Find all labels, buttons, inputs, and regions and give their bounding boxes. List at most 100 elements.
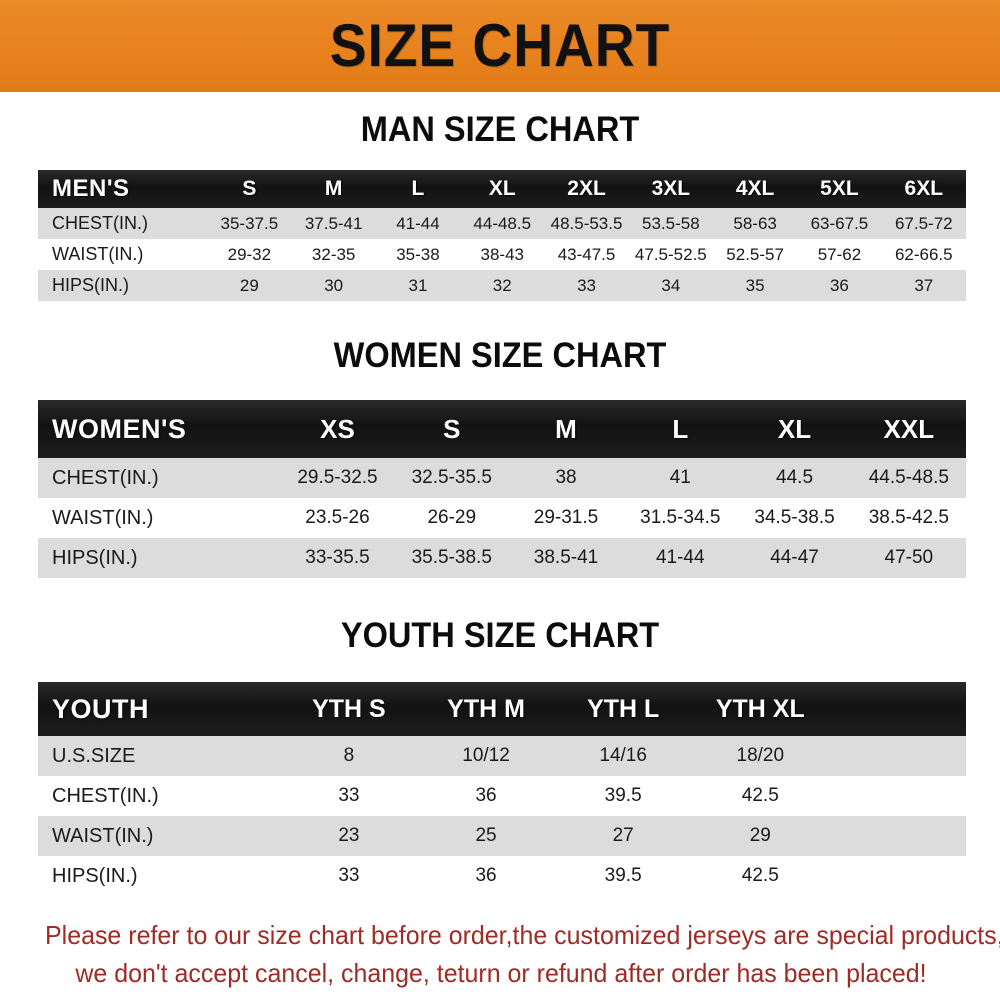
column-header-xs: XS	[320, 413, 355, 444]
measurement-cell: 33	[577, 275, 596, 295]
column-header-5xl: 5XL	[820, 177, 859, 200]
measurement-cell: 29-32	[227, 244, 272, 264]
men-size-table: MEN'S S M L XL 2XL 3XL 4XL 5XL 6XL CHEST(IN.) 35-3…	[38, 170, 966, 301]
column-header-m: M	[555, 413, 577, 444]
row-label: WAIST(IN.)	[52, 244, 144, 264]
column-header-xl: XL	[488, 177, 516, 200]
column-header-m: M	[324, 177, 343, 200]
measurement-cell: 39.5	[604, 865, 642, 886]
men-table-header: MEN'S S M L XL 2XL 3XL 4XL 5XL 6XL	[38, 170, 966, 208]
row-label: WAIST(IN.)	[52, 506, 154, 529]
measurement-cell: 34.5-38.5	[754, 507, 835, 528]
measurement-cell: 39.5	[604, 785, 642, 806]
column-header-l: L	[411, 177, 425, 200]
table-row: CHEST(IN.) 33 36 39.5 42.5	[38, 776, 966, 816]
measurement-cell: 38	[555, 467, 577, 488]
measurement-cell: 35	[745, 275, 765, 295]
measurement-cell: 37	[914, 275, 934, 295]
table-header-row: WOMEN'S XS S M L XL XXL	[38, 400, 966, 458]
column-header-4xl: 4XL	[735, 177, 775, 200]
column-header-s: S	[242, 177, 257, 200]
page-title: SIZE CHART	[329, 12, 671, 79]
row-label: U.S.SIZE	[52, 744, 136, 767]
measurement-cell: 42.5	[741, 785, 779, 806]
measurement-cell: 36	[829, 275, 849, 295]
measurement-cell: 38-43	[480, 244, 524, 264]
column-header-yth-s: YTH S	[312, 694, 386, 723]
measurement-cell	[829, 776, 966, 816]
measurement-cell: 57-62	[817, 244, 862, 264]
women-size-table: WOMEN'S XS S M L XL XXL CHEST(IN.) 29.5-32.5 32.…	[38, 400, 966, 578]
measurement-cell: 35-38	[396, 244, 440, 264]
youth-table-header: YOUTH YTH S YTH M YTH L YTH XL	[38, 682, 966, 736]
measurement-cell: 43-47.5	[557, 244, 616, 264]
measurement-cell: 48.5-53.5	[550, 213, 623, 233]
youth-section-title: YOUTH SIZE CHART	[340, 616, 660, 655]
measurement-cell: 44.5-48.5	[868, 467, 949, 488]
size-chart-banner: SIZE CHART	[0, 0, 1000, 92]
measurement-cell: 36	[475, 785, 497, 806]
table-row: HIPS(IN.) 29 30 31 32 33 34 35 36 37	[38, 270, 966, 301]
column-header-yth-m: YTH M	[447, 694, 525, 723]
youth-corner-label: YOUTH	[52, 693, 149, 724]
measurement-cell: 53.5-58	[642, 213, 700, 233]
table-row: CHEST(IN.) 35-37.5 37.5-41 41-44 44-48.5 48.5…	[38, 208, 966, 239]
table-row: HIPS(IN.) 33-35.5 35.5-38.5 38.5-41 41-44 44-…	[38, 538, 966, 578]
measurement-cell: 29	[239, 275, 259, 295]
column-header-l: L	[672, 413, 689, 444]
table-row: WAIST(IN.) 23 25 27 29	[38, 816, 966, 856]
measurement-cell: 14/16	[599, 745, 647, 766]
man-section-title: MAN SIZE CHART	[360, 110, 640, 149]
measurement-cell: 44-47	[770, 547, 819, 568]
women-corner-label: WOMEN'S	[52, 413, 187, 444]
measurement-cell: 36	[475, 865, 497, 886]
column-header-6xl: 6XL	[904, 177, 944, 200]
measurement-cell: 41-44	[655, 547, 705, 568]
measurement-cell: 29	[749, 825, 771, 846]
measurement-cell: 10/12	[462, 745, 510, 766]
order-policy-line-2: we don't accept cancel, change, teturn o…	[75, 958, 927, 988]
row-label: HIPS(IN.)	[52, 546, 138, 569]
row-label: CHEST(IN.)	[52, 466, 159, 489]
measurement-cell: 23	[338, 825, 360, 846]
measurement-cell: 26-29	[427, 507, 477, 528]
measurement-cell: 30	[324, 275, 344, 295]
measurement-cell: 32-35	[311, 244, 356, 264]
measurement-cell: 23.5-26	[305, 507, 370, 528]
table-header-row: YOUTH YTH S YTH M YTH L YTH XL	[38, 682, 966, 736]
measurement-cell: 47.5-52.5	[634, 244, 707, 264]
measurement-cell: 42.5	[741, 865, 779, 886]
measurement-cell: 18/20	[736, 745, 785, 766]
measurement-cell: 47-50	[884, 547, 934, 568]
table-header-row: MEN'S S M L XL 2XL 3XL 4XL 5XL 6XL	[38, 170, 966, 208]
table-row: CHEST(IN.) 29.5-32.5 32.5-35.5 38 41 44.5 44.5…	[38, 458, 966, 498]
youth-table-body: U.S.SIZE 8 10/12 14/16 18/20 CHEST(IN.) 33 36 39…	[38, 736, 966, 896]
table-row: WAIST(IN.) 29-32 32-35 35-38 38-43 43-47.5 47.…	[38, 239, 966, 270]
measurement-cell	[829, 736, 966, 776]
measurement-cell: 25	[475, 825, 497, 846]
order-policy-note: Please refer to our size chart before or…	[45, 916, 1000, 992]
column-header-xl: XL	[777, 413, 812, 444]
measurement-cell: 38.5-42.5	[868, 507, 949, 528]
column-header-yth-xl: YTH XL	[715, 694, 805, 723]
measurement-cell: 29.5-32.5	[297, 467, 378, 488]
measurement-cell: 38.5-41	[533, 547, 599, 568]
column-header-s: S	[443, 413, 461, 444]
measurement-cell: 44.5	[776, 467, 814, 488]
measurement-cell: 37.5-41	[304, 213, 363, 233]
measurement-cell: 27	[612, 825, 634, 846]
row-label: HIPS(IN.)	[52, 864, 138, 887]
youth-size-table: YOUTH YTH S YTH M YTH L YTH XL U.S.SIZE 8 10/1…	[38, 682, 966, 896]
column-header-blank-4	[829, 682, 966, 736]
women-table-header: WOMEN'S XS S M L XL XXL	[38, 400, 966, 458]
measurement-cell: 32.5-35.5	[411, 467, 492, 488]
measurement-cell: 33-35.5	[305, 547, 370, 568]
measurement-cell: 35-37.5	[220, 213, 279, 233]
column-header-yth-l: YTH L	[587, 694, 660, 723]
measurement-cell	[829, 856, 966, 896]
table-row: WAIST(IN.) 23.5-26 26-29 29-31.5 31.5-34.5 34…	[38, 498, 966, 538]
measurement-cell	[829, 816, 966, 856]
table-row: U.S.SIZE 8 10/12 14/16 18/20	[38, 736, 966, 776]
row-label: HIPS(IN.)	[52, 275, 130, 295]
column-header-xxl: XXL	[883, 413, 935, 444]
